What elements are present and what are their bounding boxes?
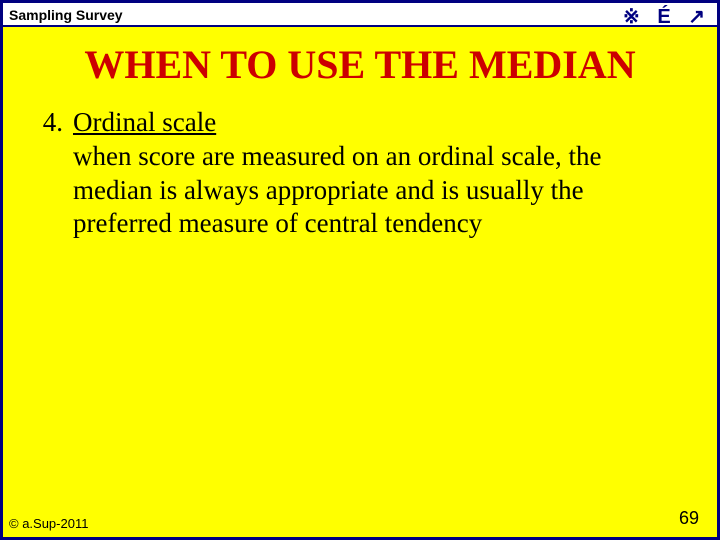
header-label: Sampling Survey xyxy=(9,7,123,23)
body-area: 4. Ordinal scale when score are measured… xyxy=(3,106,717,241)
list-content: Ordinal scale when score are measured on… xyxy=(73,106,681,241)
slide-title: WHEN TO USE THE MEDIAN xyxy=(3,41,717,88)
slide: Sampling Survey ※ É ↗ WHEN TO USE THE ME… xyxy=(0,0,720,540)
page-number: 69 xyxy=(679,508,699,529)
footer-copyright: © a.Sup-2011 xyxy=(9,516,88,531)
header-icons: ※ É ↗ xyxy=(623,5,711,29)
list-body: when score are measured on an ordinal sc… xyxy=(73,141,602,239)
list-item: 4. Ordinal scale when score are measured… xyxy=(27,106,681,241)
list-number: 4. xyxy=(27,106,73,241)
header-bar: Sampling Survey ※ É ↗ xyxy=(3,3,717,27)
list-heading: Ordinal scale xyxy=(73,107,216,137)
